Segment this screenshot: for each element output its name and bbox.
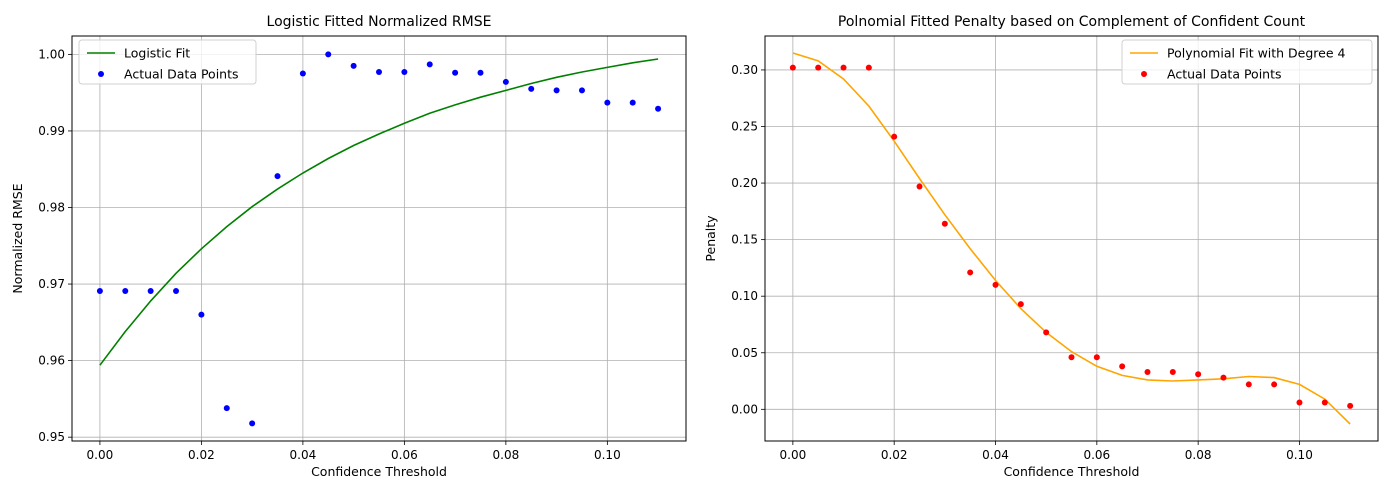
legend-marker-swatch bbox=[1141, 71, 1147, 77]
x-tick-label: 0.02 bbox=[881, 448, 908, 462]
data-point bbox=[299, 70, 306, 77]
data-point bbox=[198, 311, 205, 318]
data-point bbox=[173, 287, 180, 294]
legend-label: Polynomial Fit with Degree 4 bbox=[1167, 46, 1346, 61]
x-axis-label: Confidence Threshold bbox=[311, 464, 447, 479]
data-point bbox=[1043, 329, 1050, 336]
x-tick-label: 0.04 bbox=[290, 448, 317, 462]
data-point bbox=[655, 105, 662, 112]
data-point bbox=[578, 87, 585, 94]
x-tick-label: 0.08 bbox=[493, 448, 520, 462]
legend: Polynomial Fit with Degree 4 Actual Data … bbox=[1121, 39, 1373, 85]
data-point bbox=[426, 61, 433, 68]
chart-logistic-rmse: 0.00 0.02 0.04 0.06 0.08 0.10 0.95 0.96 0.97 0.98… bbox=[10, 14, 687, 479]
x-tick-label: 0.06 bbox=[1083, 448, 1110, 462]
data-point bbox=[916, 183, 923, 190]
x-tick-label: 0.00 bbox=[780, 448, 807, 462]
x-tick-label: 0.00 bbox=[87, 448, 114, 462]
y-tick-label: 0.98 bbox=[38, 200, 65, 214]
legend: Logistic Fit Actual Data Points bbox=[78, 39, 257, 85]
x-tick-label: 0.06 bbox=[391, 448, 418, 462]
x-tick-label: 0.10 bbox=[594, 448, 621, 462]
data-point bbox=[865, 64, 872, 71]
fit-line bbox=[99, 58, 659, 366]
data-point bbox=[553, 87, 560, 94]
legend-box bbox=[78, 39, 257, 85]
x-tick-label: 0.08 bbox=[1185, 448, 1212, 462]
data-point bbox=[249, 420, 256, 427]
y-tick-label: 0.15 bbox=[731, 233, 758, 247]
plot-frame bbox=[71, 35, 687, 442]
x-axis-label: Confidence Threshold bbox=[1004, 464, 1140, 479]
chart-title: Polnomial Fitted Penalty based on Comple… bbox=[838, 14, 1306, 30]
data-point bbox=[325, 51, 332, 58]
data-point bbox=[789, 64, 796, 71]
data-point bbox=[401, 68, 408, 75]
y-tick-label: 0.25 bbox=[731, 120, 758, 134]
data-point bbox=[147, 287, 154, 294]
x-tick-label: 0.04 bbox=[982, 448, 1009, 462]
plot-frame bbox=[764, 35, 1379, 442]
x-tick-label: 0.02 bbox=[188, 448, 215, 462]
data-point bbox=[629, 99, 636, 106]
data-point bbox=[96, 287, 103, 294]
data-point bbox=[891, 133, 898, 140]
chart-polynomial-penalty: 0.00 0.02 0.04 0.06 0.08 0.10 0.00 0.05 0.10 0.15… bbox=[703, 14, 1379, 479]
data-point bbox=[1093, 354, 1100, 361]
y-tick-label: 0.20 bbox=[731, 176, 758, 190]
data-point bbox=[1245, 381, 1252, 388]
y-tick-label: 0.99 bbox=[38, 124, 65, 138]
data-point bbox=[122, 287, 129, 294]
data-point bbox=[502, 78, 509, 85]
y-tick-label: 0.10 bbox=[731, 289, 758, 303]
x-tick-label: 0.10 bbox=[1286, 448, 1313, 462]
data-point bbox=[1271, 381, 1278, 388]
data-point bbox=[840, 64, 847, 71]
y-axis-label: Normalized RMSE bbox=[10, 183, 25, 293]
y-tick-label: 0.97 bbox=[38, 277, 65, 291]
y-tick-label: 1.00 bbox=[38, 47, 65, 61]
data-point bbox=[1195, 371, 1202, 378]
chart-title: Logistic Fitted Normalized RMSE bbox=[267, 14, 492, 30]
data-point bbox=[223, 405, 230, 412]
data-point bbox=[1347, 402, 1354, 409]
legend-box bbox=[1121, 39, 1373, 85]
data-point bbox=[1169, 368, 1176, 375]
data-point bbox=[1017, 301, 1024, 308]
y-tick-label: 0.96 bbox=[38, 354, 65, 368]
data-point bbox=[1321, 399, 1328, 406]
data-point bbox=[274, 173, 281, 180]
data-point bbox=[528, 85, 535, 92]
data-point bbox=[604, 99, 611, 106]
data-point bbox=[350, 62, 357, 69]
y-axis-label: Penalty bbox=[703, 215, 718, 262]
data-point bbox=[452, 69, 459, 76]
fit-line bbox=[792, 52, 1351, 425]
data-point bbox=[992, 281, 999, 288]
data-point bbox=[1119, 363, 1126, 370]
y-tick-label: 0.05 bbox=[731, 346, 758, 360]
data-point bbox=[815, 64, 822, 71]
data-point bbox=[477, 69, 484, 76]
data-point bbox=[1220, 374, 1227, 381]
data-point bbox=[967, 269, 974, 276]
y-tick-label: 0.95 bbox=[38, 430, 65, 444]
y-tick-label: 0.30 bbox=[731, 63, 758, 77]
legend-label: Actual Data Points bbox=[124, 67, 239, 82]
data-point bbox=[1296, 399, 1303, 406]
legend-marker-swatch bbox=[98, 71, 104, 77]
data-point bbox=[941, 220, 948, 227]
legend-label: Actual Data Points bbox=[1167, 67, 1282, 82]
legend-label: Logistic Fit bbox=[124, 46, 190, 61]
data-point bbox=[376, 68, 382, 75]
y-tick-label: 0.00 bbox=[731, 402, 758, 416]
data-point bbox=[1144, 368, 1151, 375]
data-point bbox=[1068, 354, 1075, 361]
